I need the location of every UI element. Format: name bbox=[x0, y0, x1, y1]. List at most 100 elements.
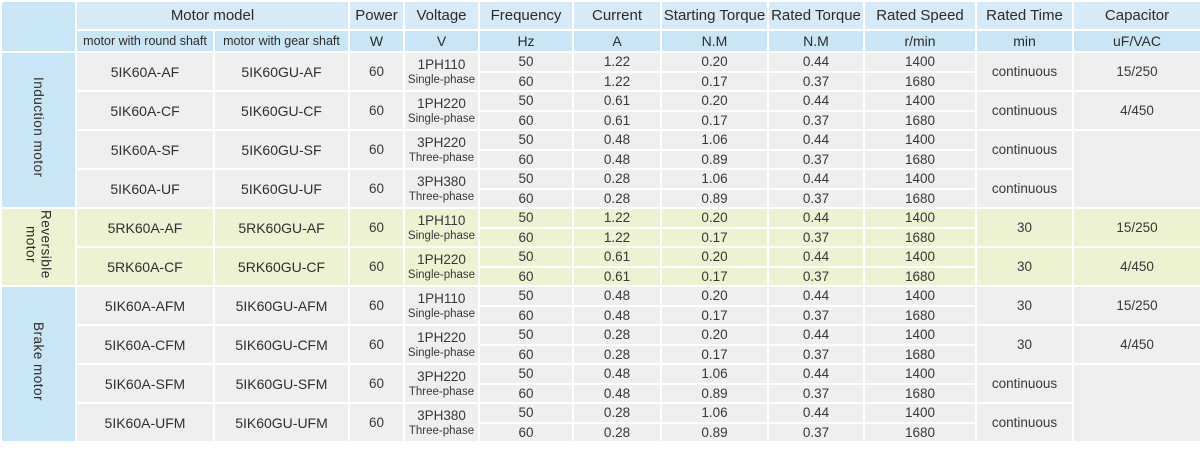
cell-capacitor: 15/250 bbox=[1072, 285, 1200, 326]
cell-power: 60 bbox=[348, 285, 405, 326]
cell-frequency: 60 bbox=[478, 421, 574, 443]
cell-rated-speed: 1400 bbox=[863, 246, 977, 268]
voltage-phase: Three-phase bbox=[408, 152, 475, 164]
cell-rated-speed: 1680 bbox=[863, 148, 977, 170]
cell-rated-time: 30 bbox=[975, 246, 1074, 287]
cell-rated-time: continuous bbox=[975, 90, 1074, 131]
header-frequency: Frequency bbox=[478, 0, 574, 31]
cell-rated-speed: 1680 bbox=[863, 382, 977, 404]
cell-rated-time: continuous bbox=[975, 402, 1074, 443]
cell-rated-time: continuous bbox=[975, 51, 1074, 92]
cell-model-gear: 5IK60GU-CFM bbox=[213, 324, 350, 365]
cell-current: 0.48 bbox=[572, 304, 662, 326]
cell-rated-torque: 0.44 bbox=[767, 246, 865, 268]
cell-capacitor: 15/250 bbox=[1072, 207, 1200, 248]
cell-frequency: 50 bbox=[478, 285, 574, 307]
cell-model-round: 5RK60A-AF bbox=[75, 207, 215, 248]
cell-model-gear: 5RK60GU-CF bbox=[213, 246, 350, 287]
unit-current: A bbox=[572, 29, 662, 53]
cell-current: 0.28 bbox=[572, 168, 662, 190]
voltage-phase: Single-phase bbox=[407, 74, 476, 86]
cell-rated-time: 30 bbox=[975, 207, 1074, 248]
cell-starting-torque: 0.17 bbox=[660, 70, 769, 92]
cell-frequency: 50 bbox=[478, 363, 574, 385]
cell-model-gear: 5IK60GU-SFM bbox=[213, 363, 350, 404]
cell-voltage: 1PH220 Single-phase bbox=[403, 246, 480, 287]
header-motor-model: Motor model bbox=[75, 0, 350, 31]
cell-current: 0.28 bbox=[572, 324, 662, 346]
voltage-phase: Three-phase bbox=[408, 425, 475, 437]
cell-rated-torque: 0.37 bbox=[767, 70, 865, 92]
cell-rated-speed: 1400 bbox=[863, 51, 977, 73]
cell-rated-speed: 1680 bbox=[863, 421, 977, 443]
cell-voltage: 3PH380 Three-phase bbox=[403, 402, 480, 443]
voltage-phase: Single-phase bbox=[407, 230, 476, 242]
cell-rated-torque: 0.37 bbox=[767, 148, 865, 170]
cell-rated-speed: 1680 bbox=[863, 109, 977, 131]
cell-rated-torque: 0.44 bbox=[767, 285, 865, 307]
cell-current: 1.22 bbox=[572, 70, 662, 92]
header-starting-torque: Starting Torque bbox=[660, 0, 769, 31]
cell-rated-torque: 0.44 bbox=[767, 207, 865, 229]
cell-voltage: 3PH380 Three-phase bbox=[403, 168, 480, 209]
cell-rated-torque: 0.37 bbox=[767, 226, 865, 248]
cell-power: 60 bbox=[348, 402, 405, 443]
cell-frequency: 60 bbox=[478, 226, 574, 248]
cell-frequency: 60 bbox=[478, 148, 574, 170]
cell-rated-speed: 1680 bbox=[863, 70, 977, 92]
cell-starting-torque: 0.89 bbox=[660, 187, 769, 209]
cell-current: 0.61 bbox=[572, 109, 662, 131]
voltage-value: 1PH110 bbox=[417, 57, 466, 72]
cell-current: 0.48 bbox=[572, 148, 662, 170]
section-label-text: Reversible motor bbox=[23, 210, 54, 279]
cell-model-round: 5IK60A-SF bbox=[75, 129, 215, 170]
voltage-phase: Single-phase bbox=[407, 269, 476, 281]
unit-power: W bbox=[348, 29, 405, 53]
cell-rated-torque: 0.37 bbox=[767, 421, 865, 443]
cell-capacitor: 15/250 bbox=[1072, 51, 1200, 92]
section-label-text: Induction motor bbox=[31, 77, 46, 178]
cell-rated-speed: 1400 bbox=[863, 90, 977, 112]
cell-rated-speed: 1680 bbox=[863, 304, 977, 326]
cell-current: 0.28 bbox=[572, 187, 662, 209]
cell-rated-torque: 0.44 bbox=[767, 324, 865, 346]
cell-starting-torque: 0.89 bbox=[660, 382, 769, 404]
cell-current: 1.22 bbox=[572, 226, 662, 248]
cell-model-gear: 5RK60GU-AF bbox=[213, 207, 350, 248]
cell-rated-torque: 0.44 bbox=[767, 51, 865, 73]
cell-starting-torque: 0.17 bbox=[660, 109, 769, 131]
voltage-value: 1PH220 bbox=[417, 96, 466, 111]
voltage-phase: Single-phase bbox=[407, 347, 476, 359]
cell-starting-torque: 0.20 bbox=[660, 246, 769, 268]
cell-rated-torque: 0.37 bbox=[767, 265, 865, 287]
cell-rated-speed: 1400 bbox=[863, 363, 977, 385]
cell-rated-torque: 0.44 bbox=[767, 363, 865, 385]
cell-starting-torque: 0.17 bbox=[660, 265, 769, 287]
cell-frequency: 50 bbox=[478, 207, 574, 229]
cell-rated-time: continuous bbox=[975, 168, 1074, 209]
cell-frequency: 50 bbox=[478, 129, 574, 151]
cell-current: 0.28 bbox=[572, 421, 662, 443]
voltage-value: 1PH110 bbox=[417, 291, 466, 306]
cell-capacitor bbox=[1072, 363, 1200, 443]
section-label-reversible: Reversible motor bbox=[0, 207, 77, 287]
voltage-phase: Three-phase bbox=[408, 191, 475, 203]
cell-rated-speed: 1400 bbox=[863, 168, 977, 190]
unit-frequency: Hz bbox=[478, 29, 574, 53]
cell-model-round: 5IK60A-SFM bbox=[75, 363, 215, 404]
cell-frequency: 50 bbox=[478, 402, 574, 424]
cell-voltage: 1PH110 Single-phase bbox=[403, 51, 480, 92]
cell-model-gear: 5IK60GU-UFM bbox=[213, 402, 350, 443]
cell-rated-time: 30 bbox=[975, 285, 1074, 326]
cell-starting-torque: 0.20 bbox=[660, 324, 769, 346]
cell-rated-speed: 1400 bbox=[863, 129, 977, 151]
cell-voltage: 1PH220 Single-phase bbox=[403, 90, 480, 131]
cell-starting-torque: 0.20 bbox=[660, 285, 769, 307]
header-power: Power bbox=[348, 0, 405, 31]
cell-capacitor: 4/450 bbox=[1072, 90, 1200, 131]
cell-voltage: 3PH220 Three-phase bbox=[403, 363, 480, 404]
cell-frequency: 50 bbox=[478, 90, 574, 112]
cell-model-gear: 5IK60GU-AF bbox=[213, 51, 350, 92]
cell-starting-torque: 1.06 bbox=[660, 129, 769, 151]
cell-current: 0.28 bbox=[572, 343, 662, 365]
